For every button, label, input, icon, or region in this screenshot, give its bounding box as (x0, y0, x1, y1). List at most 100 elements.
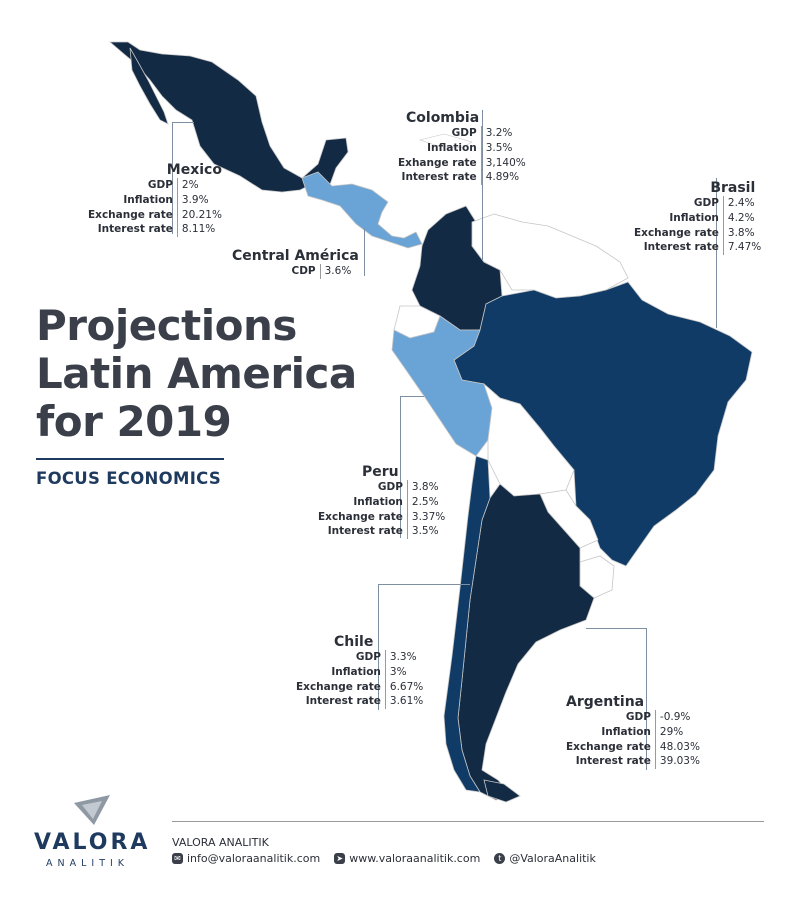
leader-brasil (716, 178, 717, 328)
indicator-value: 3% (389, 665, 407, 678)
footer-brand: VALORA ANALITIK (172, 836, 269, 849)
map-baja-california (129, 47, 169, 125)
indicator-table: GDP 3.3% Inflation 3% Exchange rate 6.67% Inte… (296, 650, 424, 710)
indicator-value: 3.3% (389, 651, 417, 663)
map-central-america (301, 171, 423, 249)
indicator-value: 3.2% (485, 127, 513, 139)
indicator-table: GDP 3.8% Inflation 2.5% Exchange rate 3.37% In… (318, 480, 446, 540)
indicator-value: 3.5% (411, 525, 439, 538)
country-block-chile: Chile GDP 3.3% Inflation 3% Exchange rate 6.6… (296, 634, 424, 710)
title-line: Latin America (36, 349, 357, 398)
indicator-value: 2.4% (727, 197, 755, 209)
indicator-label: Exchange rate (566, 739, 656, 755)
website-text: www.valoraanalitik.com (349, 852, 481, 865)
indicator-value: 6.67% (389, 680, 424, 693)
country-name: Argentina (566, 694, 645, 710)
indicator-value: 7.47% (727, 241, 762, 254)
indicator-label: Exchange rate (296, 679, 386, 695)
indicator-value: 4.89% (485, 171, 520, 184)
leader-central-america (364, 228, 365, 276)
indicator-value: 3.8% (411, 481, 439, 493)
indicator-label: GDP (634, 196, 724, 211)
indicator-value: 48.03% (659, 740, 700, 753)
leader-chile-h (378, 584, 470, 585)
country-name: Chile (334, 634, 374, 650)
indicator-label: GDP (398, 126, 482, 141)
leader-peru-h (400, 396, 424, 397)
email-text: info@valoraanalitik.com (187, 852, 321, 865)
indicator-label: Interest rate (398, 170, 482, 186)
leader-mexico-h (172, 122, 194, 123)
indicator-label: Inflation (318, 494, 408, 510)
indicator-value: 3,140% (485, 156, 526, 169)
indicator-value: 3.9% (181, 193, 209, 206)
country-block-colombia: Colombia GDP 3.2% Inflation 3.5% Exhange rat… (398, 110, 526, 186)
title-line: Projections (36, 301, 297, 350)
indicator-label: Inflation (634, 210, 724, 226)
logo-word: VALORA (34, 830, 151, 855)
leader-mexico (172, 122, 173, 234)
indicator-label: Exchange rate (88, 207, 178, 223)
indicator-label: GDP (566, 710, 656, 725)
indicator-table: GDP 2.4% Inflation 4.2% Exchange rate 3.8% Int… (634, 196, 762, 256)
indicator-label: Inflation (398, 140, 482, 156)
indicator-value: 20.21% (181, 208, 222, 221)
indicator-label: Inflation (88, 192, 178, 208)
indicator-value: -0.9% (659, 711, 691, 723)
indicator-table: GDP -0.9% Inflation 29% Exchange rate 48.03% I… (566, 710, 700, 770)
indicator-value: 4.2% (727, 211, 755, 224)
indicator-value: 8.11% (181, 223, 216, 236)
country-name: Mexico (166, 162, 222, 178)
map-tierra-del-fuego (483, 779, 521, 803)
indicator-value: 3.61% (389, 695, 424, 708)
indicator-label: Exchange rate (634, 225, 724, 241)
country-block-mexico: Mexico GDP 2% Inflation 3.9% Exchange rate 20… (88, 162, 222, 238)
twitter-text: @ValoraAnalitik (509, 852, 596, 865)
indicator-label: Exhange rate (398, 155, 482, 171)
leader-argentina-h (586, 628, 646, 629)
valora-logo-mark-icon (74, 795, 110, 825)
footer-rule (172, 821, 764, 822)
twitter-link[interactable]: t @ValoraAnalitik (494, 852, 596, 865)
indicator-value: 2.5% (411, 495, 439, 508)
email-link[interactable]: ✉ info@valoraanalitik.com (172, 852, 320, 865)
indicator-table: CDP 3.6% (284, 264, 359, 279)
indicator-value: 2% (181, 179, 199, 191)
map-chile (443, 455, 491, 793)
indicator-value: 3.8% (727, 226, 755, 239)
subtitle: FOCUS ECONOMICS (36, 469, 222, 488)
indicator-value: 3.5% (485, 141, 513, 154)
leader-peru (400, 396, 401, 538)
indicator-label: GDP (318, 480, 408, 495)
cursor-icon: ➤ (334, 853, 346, 864)
mail-icon: ✉ (172, 853, 183, 864)
website-link[interactable]: ➤ www.valoraanalitik.com (334, 852, 480, 865)
footer-contacts: ✉ info@valoraanalitik.com ➤ www.valoraan… (172, 852, 596, 865)
indicator-value: 3.37% (411, 510, 446, 523)
indicator-label: GDP (296, 650, 386, 665)
country-block-central-america: Central América CDP 3.6% (232, 248, 359, 279)
indicator-value: 29% (659, 725, 684, 738)
map-mexico (108, 41, 349, 193)
indicator-label: Interest rate (88, 222, 178, 238)
indicator-value: 39.03% (659, 755, 700, 768)
country-block-peru: Peru GDP 3.8% Inflation 2.5% Exchange rate 3.… (318, 464, 446, 540)
leader-colombia (482, 110, 483, 260)
map-cuba (418, 133, 473, 149)
page-title: Projections Latin America for 2019 (36, 302, 357, 446)
title-line: for 2019 (36, 397, 232, 446)
indicator-label: GDP (88, 178, 178, 193)
indicator-label: Interest rate (634, 240, 724, 256)
country-name: Brasil (710, 180, 756, 196)
indicator-value: 3.6% (324, 265, 352, 277)
country-name: Central América (232, 248, 359, 264)
indicator-label: Inflation (566, 724, 656, 740)
country-block-brasil: Brasil GDP 2.4% Inflation 4.2% Exchange rate… (634, 180, 762, 256)
country-block-argentina: Argentina GDP -0.9% Inflation 29% Exchange r… (566, 694, 700, 770)
indicator-label: Interest rate (318, 524, 408, 540)
indicator-label: CDP (284, 264, 321, 279)
logo-sub: ANALITIK (46, 858, 130, 869)
country-name: Peru (362, 464, 399, 480)
indicator-label: Interest rate (566, 754, 656, 770)
